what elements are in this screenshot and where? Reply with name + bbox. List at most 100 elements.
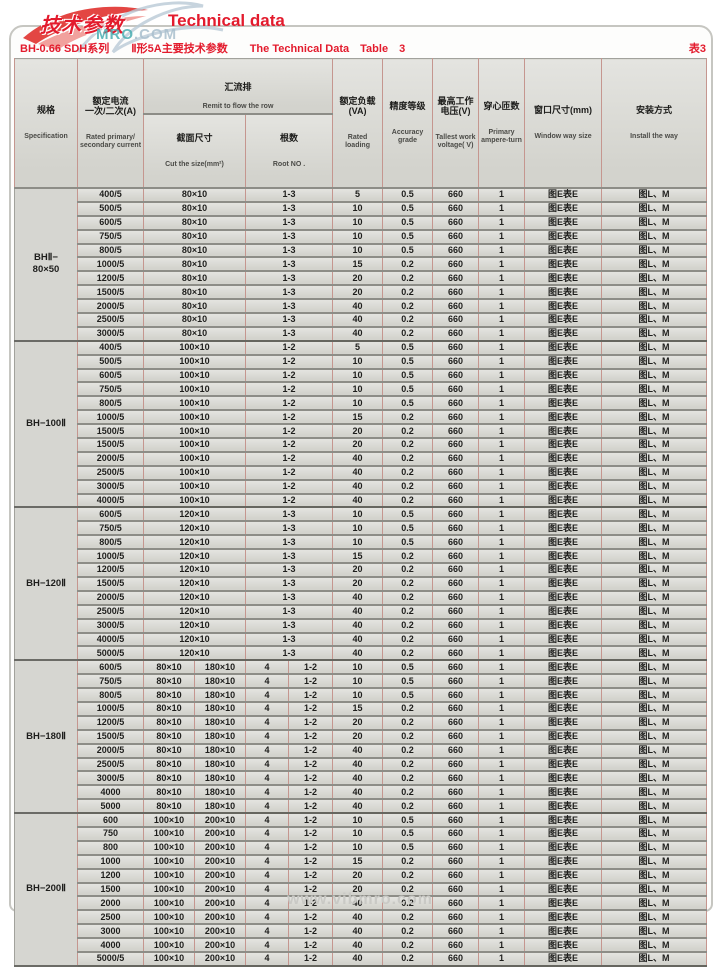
table-row: 2500/5 100×10 1-2 40 0.2 660 1 图E表E 图L、M <box>15 465 708 481</box>
table-row: 2000/5 80×10 1-3 40 0.2 660 1 图E表E 图L、M <box>15 299 708 315</box>
cell-turns: 1 <box>478 799 526 815</box>
cell-cut-size: 120×10 <box>143 549 246 565</box>
cell-voltage: 660 <box>432 243 480 259</box>
cell-accuracy: 0.2 <box>382 882 434 898</box>
cell-cut-size: 100×10 <box>143 840 195 856</box>
cell-root-no: 4 <box>245 785 289 801</box>
cell-turns: 1 <box>478 285 526 301</box>
section-spec: BHⅡ− 80×50 <box>14 188 78 342</box>
cell-rated-loading: 40 <box>332 646 384 662</box>
cell-install: 图L、M <box>601 715 708 731</box>
cell-current: 500/5 <box>77 354 144 370</box>
cell-window: 图E表E <box>524 271 603 287</box>
cell-current: 1500/5 <box>77 285 144 301</box>
cell-current: 600 <box>77 813 144 828</box>
cell-install: 图L、M <box>601 854 708 870</box>
cell-accuracy: 0.5 <box>382 215 434 231</box>
cell-cut-size: 80×10 <box>143 757 195 773</box>
cell-window: 图E表E <box>524 660 603 676</box>
cell-rated-loading: 40 <box>332 910 384 926</box>
cell-current: 2500/5 <box>77 465 144 481</box>
cell-rated-loading: 10 <box>332 396 384 412</box>
cell-accuracy: 0.5 <box>382 201 434 217</box>
cell-cut-size: 200×10 <box>194 813 246 828</box>
cell-root-no: 1-2 <box>287 951 334 967</box>
table-row: 1000/5 100×10 1-2 15 0.2 660 1 图E表E 图L、M <box>15 410 708 426</box>
cell-turns: 1 <box>478 840 526 856</box>
cell-turns: 1 <box>478 215 526 231</box>
cell-cut-size: 80×10 <box>143 326 246 342</box>
cell-rated-loading: 10 <box>332 826 384 842</box>
cell-accuracy: 0.2 <box>382 493 434 509</box>
cell-accuracy: 0.2 <box>382 271 434 287</box>
cell-accuracy: 0.5 <box>382 826 434 842</box>
header-cut-size: 截面尺寸 Cut the size(mm²) <box>143 114 246 189</box>
cell-install: 图L、M <box>601 535 708 551</box>
table-row: 2000/5 80×10 180×10 4 1-2 40 0.2 660 1 图E表E 图L、M <box>15 743 708 759</box>
cell-accuracy: 0.2 <box>382 590 434 606</box>
cell-voltage: 660 <box>432 896 480 912</box>
table-row: 2000 100×10 200×10 4 1-2 40 0.2 660 1 图E表E 图L、M <box>15 896 708 912</box>
cell-install: 图L、M <box>601 674 708 690</box>
cell-accuracy: 0.2 <box>382 910 434 926</box>
cell-voltage: 660 <box>432 299 480 315</box>
cell-cut-size: 100×10 <box>143 868 195 884</box>
header-specification: 规格 Specification <box>14 58 78 189</box>
cell-voltage: 660 <box>432 285 480 301</box>
cell-install: 图L、M <box>601 743 708 759</box>
cell-cut-size: 100×10 <box>143 826 195 842</box>
cell-rated-loading: 15 <box>332 257 384 273</box>
cell-voltage: 660 <box>432 521 480 537</box>
cell-root-no: 4 <box>245 757 289 773</box>
cell-root-no: 1-3 <box>244 590 334 606</box>
cell-window: 图E表E <box>524 313 603 328</box>
table-row: 5000/5 120×10 1-3 40 0.2 660 1 图E表E 图L、M <box>15 646 708 662</box>
cell-voltage: 660 <box>432 493 480 509</box>
cell-current: 1000/5 <box>77 257 144 273</box>
cell-cut-size: 200×10 <box>194 924 246 940</box>
cell-window: 图E表E <box>524 771 603 787</box>
cell-current: 600/5 <box>77 660 144 676</box>
cell-window: 图E表E <box>524 479 603 495</box>
cell-root-no: 1-2 <box>287 813 334 828</box>
cell-cut-size: 200×10 <box>194 868 246 884</box>
cell-voltage: 660 <box>432 854 480 870</box>
cell-install: 图L、M <box>601 688 708 703</box>
cell-install: 图L、M <box>601 326 708 342</box>
cell-turns: 1 <box>478 882 526 898</box>
cell-voltage: 660 <box>432 215 480 231</box>
cell-root-no: 1-2 <box>287 701 334 717</box>
cell-accuracy: 0.5 <box>382 535 434 551</box>
cell-current: 2000 <box>77 896 144 912</box>
cell-current: 500/5 <box>77 201 144 217</box>
brand-name-cn: 技术参数 <box>40 15 124 37</box>
cell-cut-size: 80×10 <box>143 271 246 287</box>
cell-root-no: 1-3 <box>244 618 334 634</box>
table-row: 5000 80×10 180×10 4 1-2 40 0.2 660 1 图E表E 图L、M <box>15 799 708 815</box>
cell-turns: 1 <box>478 493 526 509</box>
cell-accuracy: 0.2 <box>382 938 434 953</box>
cell-root-no: 4 <box>245 715 289 731</box>
cell-turns: 1 <box>478 354 526 370</box>
cell-install: 图L、M <box>601 924 708 940</box>
table-row: 4000 80×10 180×10 4 1-2 40 0.2 660 1 图E表E 图L、M <box>15 785 708 801</box>
cell-voltage: 660 <box>432 771 480 787</box>
cell-current: 1200/5 <box>77 563 144 578</box>
cell-root-no: 1-2 <box>287 938 334 953</box>
cell-rated-loading: 10 <box>332 521 384 537</box>
cell-root-no: 1-3 <box>244 257 334 273</box>
cell-cut-size: 200×10 <box>194 840 246 856</box>
cell-cut-size: 180×10 <box>194 701 246 717</box>
cell-root-no: 1-3 <box>244 549 334 565</box>
cell-window: 图E表E <box>524 854 603 870</box>
cell-root-no: 1-2 <box>287 826 334 842</box>
cell-window: 图E表E <box>524 951 603 967</box>
table-header: 规格 Specification 额定电流 一次/二次(A) Rated pri… <box>14 58 708 189</box>
cell-accuracy: 0.5 <box>382 188 434 203</box>
cell-rated-loading: 40 <box>332 785 384 801</box>
cell-voltage: 660 <box>432 632 480 648</box>
cell-window: 图E表E <box>524 813 603 828</box>
cell-cut-size: 180×10 <box>194 771 246 787</box>
cell-cut-size: 180×10 <box>194 715 246 731</box>
cell-turns: 1 <box>478 479 526 495</box>
